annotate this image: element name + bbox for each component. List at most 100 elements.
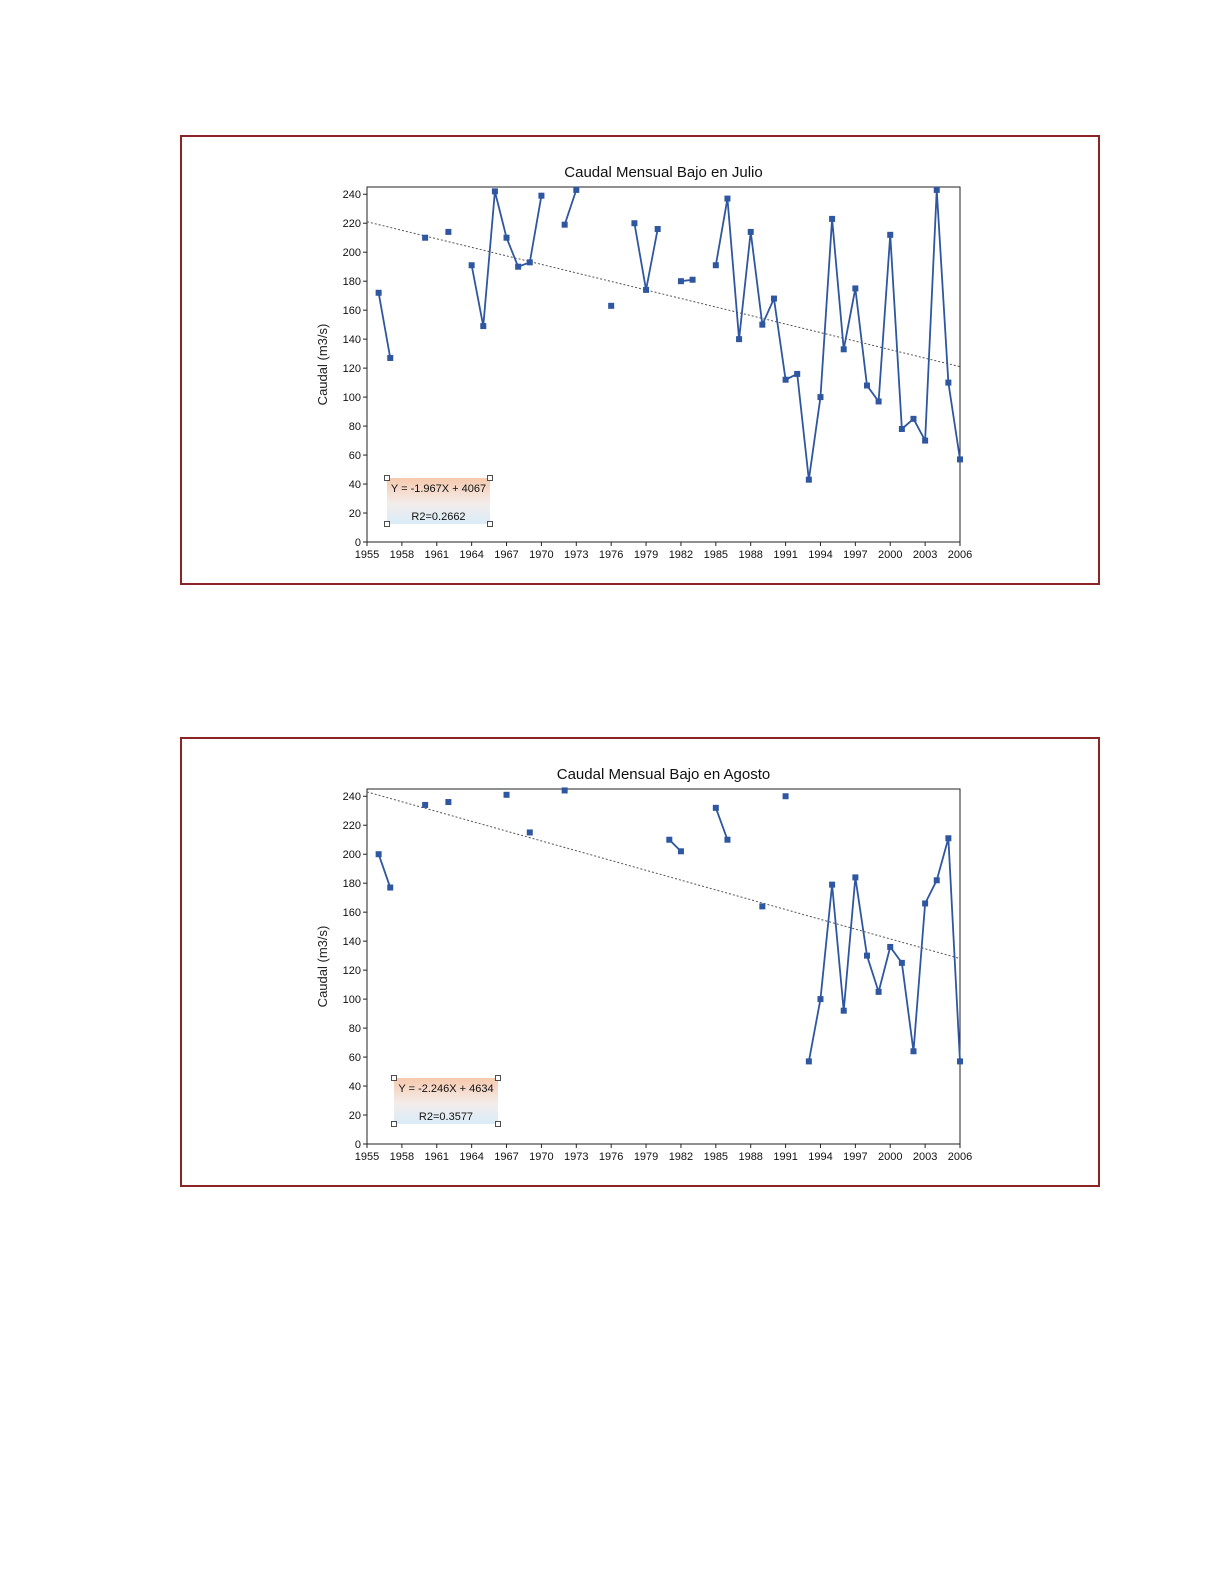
x-tick-label: 1976 [599,1151,623,1163]
data-point [712,262,719,269]
x-tick-label: 2006 [948,1151,972,1163]
y-tick-label: 120 [343,965,361,977]
data-point [643,286,650,293]
data-point [561,787,568,794]
r-squared: R2=0.2662 [411,511,465,523]
series-line-segment [377,853,392,888]
data-point [840,1007,847,1014]
data-point [375,851,382,858]
data-point [852,874,859,881]
data-point [770,295,777,302]
chart-agosto: Caudal Mensual Bajo en Agosto 0 20 40 60 80 10… [315,766,972,1163]
data-point [759,903,766,910]
data-point [387,354,394,361]
y-tick-label: 240 [343,189,361,201]
series-line-segment [563,189,578,225]
data-point [782,376,789,383]
x-tick-label: 1988 [738,549,762,561]
data-point [736,336,743,343]
data-point [887,231,894,238]
x-tick-label: 2000 [878,549,902,561]
data-point [840,346,847,353]
data-point [387,884,394,891]
y-tick-label: 20 [349,1110,361,1122]
selection-handle [384,521,390,527]
data-point [933,877,940,884]
data-point [375,289,382,296]
x-tick-label: 1958 [390,1151,414,1163]
x-tick-label: 2000 [878,1151,902,1163]
data-point [863,382,870,389]
selection-handle [391,1075,397,1081]
data-point [829,881,836,888]
y-tick-label: 160 [343,907,361,919]
y-axis-label: Caudal (m3/s) [315,324,330,406]
equation-box [387,478,490,524]
selection-handle [487,521,493,527]
x-tick-label: 1967 [494,1151,518,1163]
chart-title: Caudal Mensual Bajo en Agosto [557,766,770,783]
y-tick-label: 240 [343,791,361,803]
data-point [666,836,673,843]
data-point [945,379,952,386]
x-tick-label: 1964 [459,549,483,561]
data-point [631,220,638,227]
data-point [910,415,917,422]
x-tick-label: 1958 [390,549,414,561]
x-tick-label: 1997 [843,1151,867,1163]
y-tick-label: 0 [355,537,361,549]
data-point [945,835,952,842]
r-squared: R2=0.3577 [419,1111,473,1123]
data-point [677,848,684,855]
x-tick-label: 1973 [564,1151,588,1163]
data-point [468,262,475,269]
y-tick-label: 160 [343,305,361,317]
data-point [898,959,905,966]
data-point [747,228,754,235]
x-tick-label: 1991 [773,1151,797,1163]
selection-handle [495,1075,501,1081]
data-point [805,1058,812,1065]
data-point [677,278,684,285]
y-tick-label: 180 [343,276,361,288]
selection-handle [391,1121,397,1127]
y-tick-label: 200 [343,849,361,861]
trend-line [366,791,961,960]
data-point [526,259,533,266]
y-tick-label: 100 [343,994,361,1006]
x-tick-label: 1970 [529,549,553,561]
x-tick-label: 1961 [425,549,449,561]
data-point [875,398,882,405]
data-point [817,394,824,401]
data-point [573,186,580,193]
data-point [887,943,894,950]
x-tick-label: 1961 [425,1151,449,1163]
y-tick-label: 140 [343,936,361,948]
x-tick-label: 1997 [843,549,867,561]
y-tick-label: 80 [349,1023,361,1035]
regression-equation: Y = -2.246X + 4634 [398,1083,493,1095]
series-line-segment [633,223,659,291]
data-point [910,1048,917,1055]
x-tick-label: 1994 [808,549,832,561]
data-point [759,321,766,328]
data-point [724,836,731,843]
data-point [957,456,963,463]
data-point [561,221,568,228]
data-point [724,195,731,202]
data-point [933,186,940,193]
selection-handle [487,475,493,481]
series-line-segment [714,807,729,841]
equation-box [394,1078,498,1124]
series-line-segment [714,189,961,480]
x-tick-label: 2003 [913,1151,937,1163]
data-point [875,988,882,995]
x-tick-label: 1994 [808,1151,832,1163]
data-point [503,234,510,241]
data-point [445,799,452,806]
chart-frame-julio: Caudal Mensual Bajo en Julio 0 20 40 60 80 100… [180,135,1100,585]
data-point [922,437,929,444]
data-point [515,263,522,270]
x-tick-label: 1982 [669,549,693,561]
y-tick-label: 80 [349,421,361,433]
